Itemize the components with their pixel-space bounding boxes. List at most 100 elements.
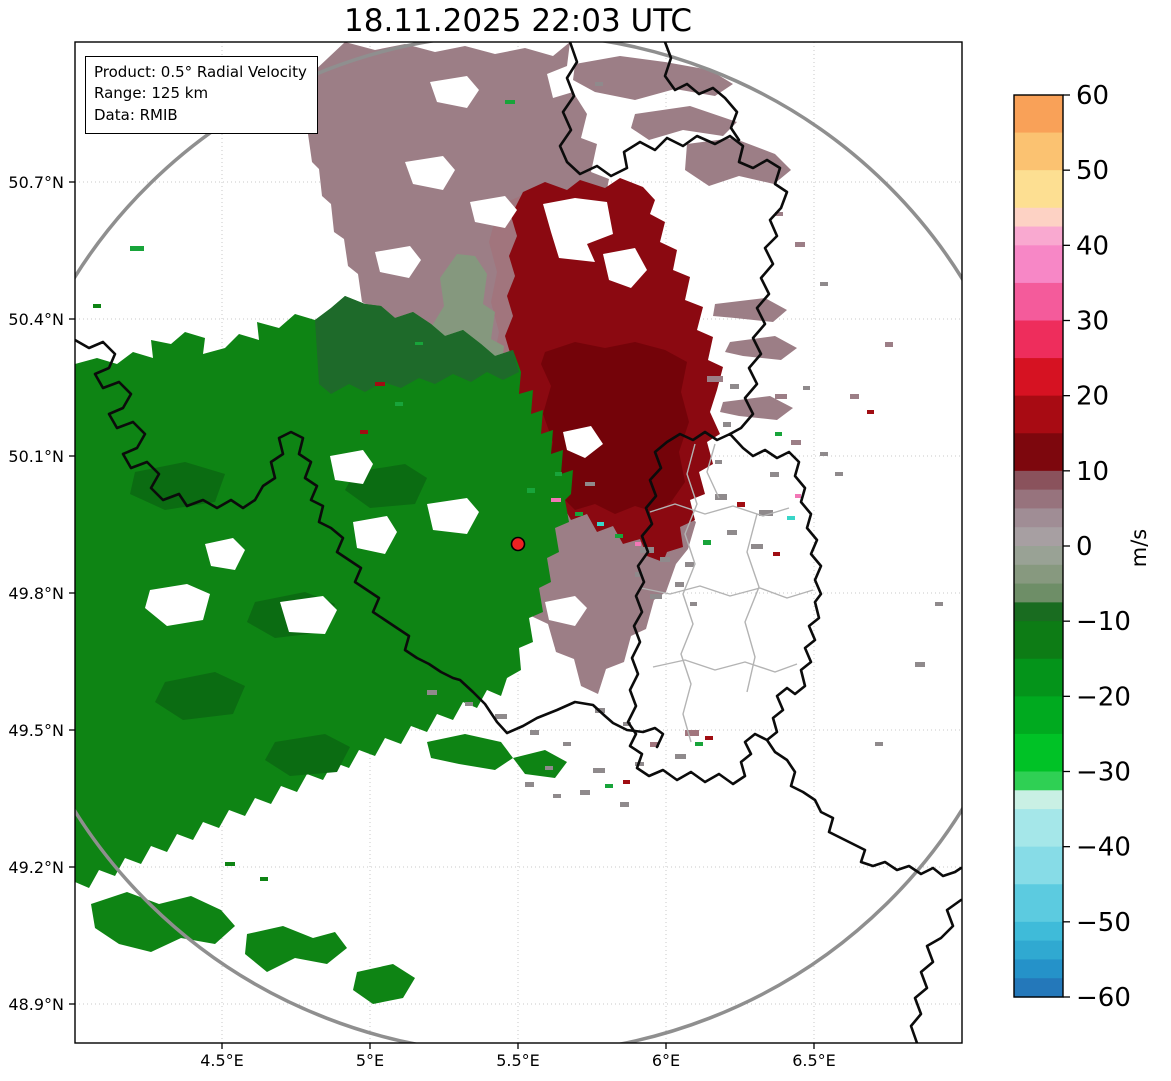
colorbar-band [1014, 583, 1063, 603]
velocity-region-clear-notch-red-1 [543, 198, 613, 262]
velocity-region-clear-notch-plume-1 [430, 76, 479, 108]
velocity-speck [545, 766, 553, 770]
colorbar-band [1014, 320, 1063, 359]
colorbar-band [1014, 95, 1063, 134]
velocity-speck [225, 862, 235, 866]
x-tick-label: 6.5°E [792, 1051, 836, 1070]
y-tick-label: 49.8°N [8, 584, 64, 603]
canton-border [640, 585, 814, 599]
velocity-speck [705, 736, 713, 740]
velocity-region-inbound-dark-patch-1 [130, 462, 225, 510]
canton-border [706, 443, 720, 499]
velocity-region-clear-notch-red-3 [563, 426, 603, 458]
colorbar-band [1014, 170, 1063, 209]
velocity-speck [820, 282, 828, 286]
velocity-speck [650, 594, 662, 599]
velocity-speck [737, 502, 745, 507]
velocity-speck [803, 386, 810, 390]
velocity-region-clear-notch-plume-5 [545, 596, 587, 626]
velocity-speck [773, 552, 780, 556]
velocity-speck [375, 382, 385, 386]
velocity-speck [690, 602, 697, 606]
canton-border [649, 503, 790, 517]
velocity-speck [707, 376, 723, 382]
velocity-speck [915, 662, 925, 667]
velocity-speck [695, 742, 703, 746]
colorbar-tick-label: 20 [1076, 382, 1109, 412]
colorbar-tick-label: 40 [1076, 231, 1109, 261]
colorbar-band [1014, 658, 1063, 697]
y-tick-label: 49.2°N [8, 858, 64, 877]
velocity-region-clear-hole-green-5 [353, 516, 397, 554]
velocity-speck [723, 422, 731, 427]
country-border [663, 42, 741, 142]
colorbar-band [1014, 564, 1063, 585]
velocity-region-inbound-green-main [75, 296, 573, 888]
velocity-speck [615, 534, 623, 538]
velocity-region-clear-hole-green-3 [280, 596, 337, 634]
velocity-speck [525, 782, 534, 787]
colorbar-band [1014, 433, 1063, 472]
velocity-speck [395, 402, 403, 406]
velocity-speck [505, 100, 515, 104]
velocity-speck [527, 488, 535, 493]
canton-border [652, 659, 798, 673]
velocity-speck [427, 690, 437, 695]
chart-title: 18.11.2025 22:03 UTC [344, 3, 692, 39]
country-borders [75, 42, 962, 1043]
colorbar-band [1014, 489, 1063, 510]
colorbar-band [1014, 602, 1063, 622]
info-data-source: Data: RMIB [94, 105, 178, 124]
colorbar-band [1014, 921, 1063, 942]
country-border [558, 42, 789, 436]
velocity-region-inbound-south-tongue-1 [427, 734, 513, 770]
product-info-box: Product: 0.5° Radial Velocity Range: 125… [85, 56, 318, 134]
colorbar-band [1014, 132, 1063, 171]
velocity-speck [703, 540, 711, 545]
velocity-speck [685, 730, 699, 736]
velocity-speck [260, 877, 268, 881]
velocity-speck [820, 452, 828, 456]
velocity-speck [791, 440, 801, 445]
x-tick-label: 4.5°E [200, 1051, 244, 1070]
x-tick-label: 6°E [652, 1051, 680, 1070]
velocity-speck [935, 602, 943, 606]
velocity-speck [685, 562, 694, 567]
info-range: Range: 125 km [94, 84, 209, 103]
velocity-speck [875, 742, 883, 746]
velocity-speck [530, 730, 539, 735]
colorbar-tick-label: 60 [1076, 81, 1109, 111]
velocity-region-inbound-south-tongue-2 [513, 750, 567, 778]
colorbar: 60 50 40 30 20 10 0 −10 −20 −30 −40 −50 −60 [1013, 81, 1131, 1013]
colorbar-band [1014, 978, 1063, 998]
velocity-speck [595, 82, 603, 86]
colorbar-band [1014, 790, 1063, 810]
colorbar-band [1014, 846, 1063, 885]
colorbar-band [1014, 395, 1063, 434]
colorbar-tick-label: 50 [1076, 156, 1109, 186]
colorbar-band [1014, 940, 1063, 961]
y-tick-label: 50.1°N [8, 447, 64, 466]
velocity-region-clear-hole-green-1 [145, 584, 210, 626]
colorbar-band [1014, 771, 1063, 791]
velocity-speck [415, 342, 423, 345]
velocity-speck [675, 754, 686, 759]
y-tick-label: 49.5°N [8, 721, 64, 740]
colorbar-band [1014, 546, 1063, 566]
velocity-region-outbound-streak-6 [720, 396, 793, 420]
velocity-speck [775, 432, 782, 436]
velocity-speck [787, 516, 795, 520]
plot-area [75, 42, 962, 1043]
velocity-region-outbound-streak-5 [725, 336, 797, 360]
colorbar-tick-label: −40 [1076, 833, 1131, 863]
velocity-speck [775, 394, 787, 399]
colorbar-band [1014, 884, 1063, 923]
velocity-speck [885, 342, 893, 347]
velocity-speck [635, 572, 643, 577]
velocity-speck [585, 482, 595, 486]
x-axis: 4.5°E 5°E 5.5°E 6°E 6.5°E [200, 1043, 836, 1070]
velocity-speck [360, 430, 368, 434]
velocity-speck [867, 410, 874, 414]
colorbar-band [1014, 470, 1063, 491]
colorbar-tick-label: 30 [1076, 307, 1109, 337]
